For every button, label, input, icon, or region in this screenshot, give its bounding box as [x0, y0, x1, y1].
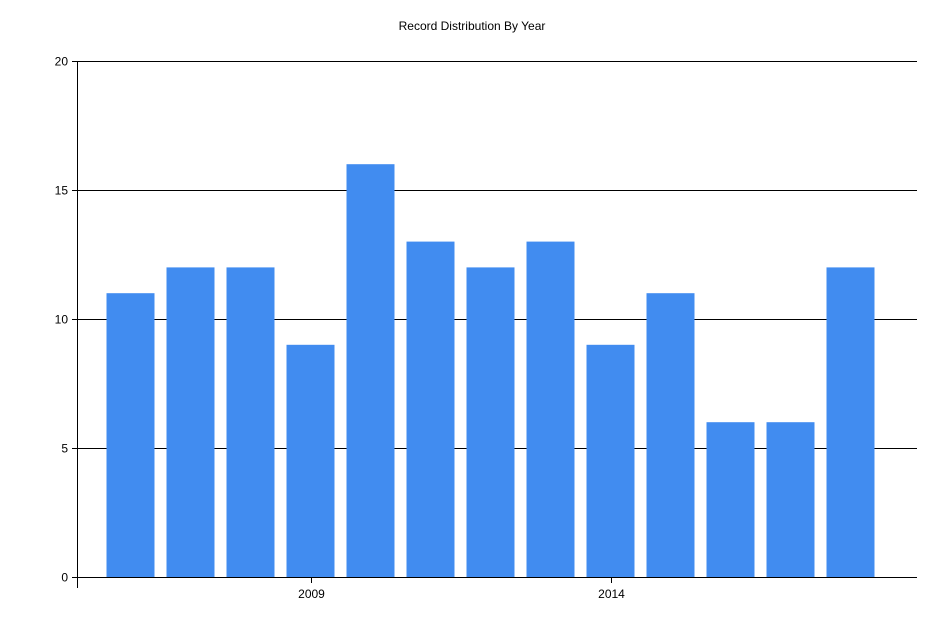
- bars: [106, 164, 875, 577]
- bar-2014: [586, 344, 635, 577]
- y-tick-label: 0: [61, 571, 68, 585]
- bar-2018: [826, 267, 875, 577]
- y-axis: 0 5 10 15 20: [55, 55, 78, 588]
- bar-2007: [166, 267, 215, 577]
- y-tick-label: 10: [55, 313, 69, 327]
- bar-2013: [526, 241, 575, 577]
- bar-2017: [766, 422, 815, 577]
- x-tick-label: 2009: [298, 587, 325, 601]
- y-tick-label: 5: [61, 442, 68, 456]
- bar-2016: [706, 422, 755, 577]
- bar-2006: [106, 293, 155, 577]
- y-tick-label: 20: [55, 55, 69, 69]
- x-axis: 2009 2014: [77, 577, 917, 601]
- bar-2012: [466, 267, 515, 577]
- bar-2008: [226, 267, 275, 577]
- bar-2011: [406, 241, 455, 577]
- bar-2010: [346, 164, 395, 577]
- bar-2009: [286, 344, 335, 577]
- chart-title: Record Distribution By Year: [399, 19, 546, 33]
- bar-2015: [646, 293, 695, 577]
- y-tick-label: 15: [55, 184, 69, 198]
- x-tick-label: 2014: [598, 587, 625, 601]
